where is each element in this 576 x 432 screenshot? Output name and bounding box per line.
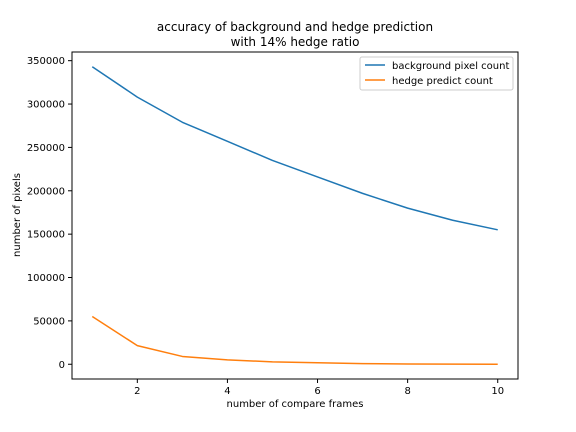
chart-title-line-2: with 14% hedge ratio bbox=[231, 35, 360, 49]
series-layer bbox=[91, 66, 498, 365]
y-tick-label: 350000 bbox=[27, 56, 65, 67]
x-tick-label: 10 bbox=[491, 386, 504, 397]
y-tick-label: 250000 bbox=[27, 143, 65, 154]
series-line-hedge-predict-count bbox=[91, 315, 498, 365]
y-tick-label: 200000 bbox=[27, 186, 65, 197]
y-axis-label: number of pixels bbox=[12, 173, 23, 257]
plot-area: 2 4 6 8 10 0 50000 100000 150000 200000 250000 300… bbox=[27, 51, 519, 397]
legend: background pixel count hedge predict cou… bbox=[359, 56, 514, 91]
y-tick-label: 50000 bbox=[33, 316, 65, 327]
x-axis-ticks: 2 4 6 8 10 bbox=[134, 379, 504, 397]
y-tick-label: 150000 bbox=[27, 230, 65, 241]
x-tick-label: 8 bbox=[404, 386, 410, 397]
plot-frame bbox=[71, 51, 519, 380]
chart-title-line-1: accuracy of background and hedge predict… bbox=[157, 20, 433, 34]
y-tick-label: 0 bbox=[59, 360, 65, 371]
legend-label-background-pixel-count: background pixel count bbox=[392, 61, 509, 72]
legend-label-hedge-predict-count: hedge predict count bbox=[392, 76, 493, 87]
y-axis-ticks: 0 50000 100000 150000 200000 250000 300000 3500… bbox=[27, 56, 72, 371]
x-tick-label: 6 bbox=[314, 386, 320, 397]
y-tick-label: 300000 bbox=[27, 100, 65, 111]
x-axis-label: number of compare frames bbox=[227, 399, 364, 410]
legend-box bbox=[359, 56, 514, 91]
x-tick-label: 4 bbox=[224, 386, 230, 397]
x-tick-label: 2 bbox=[134, 386, 140, 397]
y-tick-label: 100000 bbox=[27, 273, 65, 284]
series-line-background-pixel-count bbox=[91, 66, 498, 231]
